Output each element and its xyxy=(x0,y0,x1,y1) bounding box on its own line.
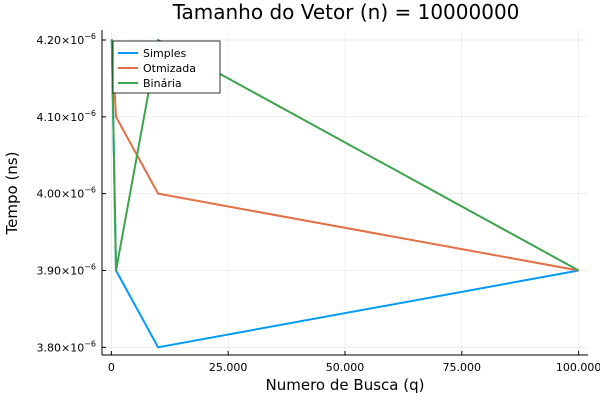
y-tick-exponent: −6 xyxy=(84,109,96,118)
y-tick-mantissa: 4.20×10 xyxy=(36,34,84,47)
y-tick-label: 4.20×10−6 xyxy=(36,32,96,47)
x-tick-label: 100.000 xyxy=(556,361,600,374)
y-tick-mantissa: 3.90×10 xyxy=(36,264,84,277)
y-tick-label: 3.90×10−6 xyxy=(36,262,96,277)
legend-label-otmizada: Otmizada xyxy=(143,62,196,75)
series-lines xyxy=(110,38,580,349)
grid xyxy=(102,30,588,355)
y-tick-mantissa: 4.10×10 xyxy=(36,111,84,124)
y-tick-exponent: −6 xyxy=(84,262,96,271)
x-tick-label: 50.000 xyxy=(326,361,365,374)
y-axis-label: Tempo (ns) xyxy=(3,152,21,236)
series-line-binaria xyxy=(110,38,580,272)
legend: Simples Otmizada Binária xyxy=(112,40,221,94)
y-tick-mantissa: 4.00×10 xyxy=(36,188,84,201)
legend-label-binaria: Binária xyxy=(143,77,182,90)
x-ticks: 0 25.000 50.000 75.000 100.000 xyxy=(108,351,600,374)
x-axis-label: Numero de Busca (q) xyxy=(266,376,425,394)
y-tick-label: 4.10×10−6 xyxy=(36,109,96,124)
y-tick-mantissa: 3.80×10 xyxy=(36,341,84,354)
y-tick-exponent: −6 xyxy=(84,339,96,348)
x-tick-label: 0 xyxy=(108,361,115,374)
chart-title: Tamanho do Vetor (n) = 10000000 xyxy=(172,0,520,24)
y-tick-label: 4.00×10−6 xyxy=(36,186,96,201)
y-ticks: 3.80×10−63.90×10−64.00×10−64.10×10−64.20… xyxy=(36,32,106,354)
legend-label-simples: Simples xyxy=(143,47,187,60)
x-tick-label: 25.000 xyxy=(209,361,248,374)
y-tick-exponent: −6 xyxy=(84,32,96,41)
y-tick-exponent: −6 xyxy=(84,186,96,195)
y-tick-label: 3.80×10−6 xyxy=(36,339,96,354)
x-tick-label: 75.000 xyxy=(443,361,482,374)
